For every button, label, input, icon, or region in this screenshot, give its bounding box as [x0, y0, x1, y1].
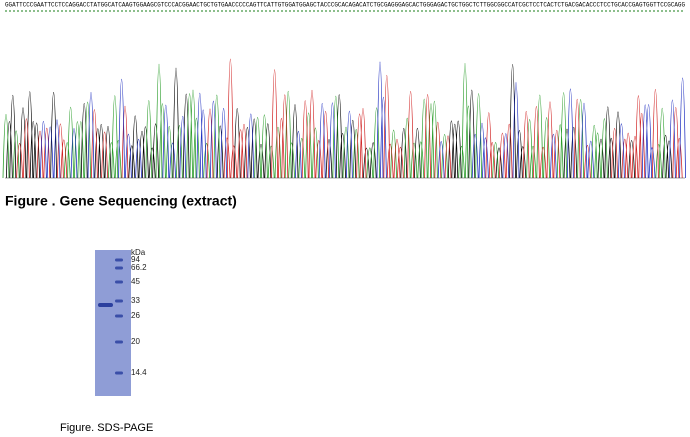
marker-label: 66.2 [131, 263, 147, 272]
marker-band [115, 371, 123, 375]
marker-label: 94 [131, 255, 140, 264]
trace-line [16, 58, 683, 179]
protein-band [98, 303, 113, 307]
gel-caption: Figure. SDS-PAGE [60, 422, 153, 434]
chromatogram [2, 58, 686, 179]
marker-label: 20 [131, 337, 140, 346]
marker-band [115, 314, 123, 318]
marker-band [115, 258, 123, 262]
marker-label: kDa [131, 248, 146, 257]
marker-label: 26 [131, 311, 140, 320]
marker-band [115, 280, 123, 284]
sequence-text: GGATTCCCGAATTCCTCCAGGACCTATGGCATCAAGTGGA… [5, 2, 685, 9]
marker-band [115, 299, 123, 303]
gel-image [95, 250, 131, 396]
trace-line [40, 61, 686, 179]
marker-label: 33 [131, 296, 140, 305]
marker-band [115, 340, 123, 344]
trace-line [2, 62, 666, 179]
marker-label: 14.4 [131, 368, 147, 377]
trace-line [6, 63, 673, 179]
marker-label: 45 [131, 277, 140, 286]
sequence-caption: Figure . Gene Sequencing (extract) [5, 193, 237, 209]
marker-band [115, 266, 123, 270]
